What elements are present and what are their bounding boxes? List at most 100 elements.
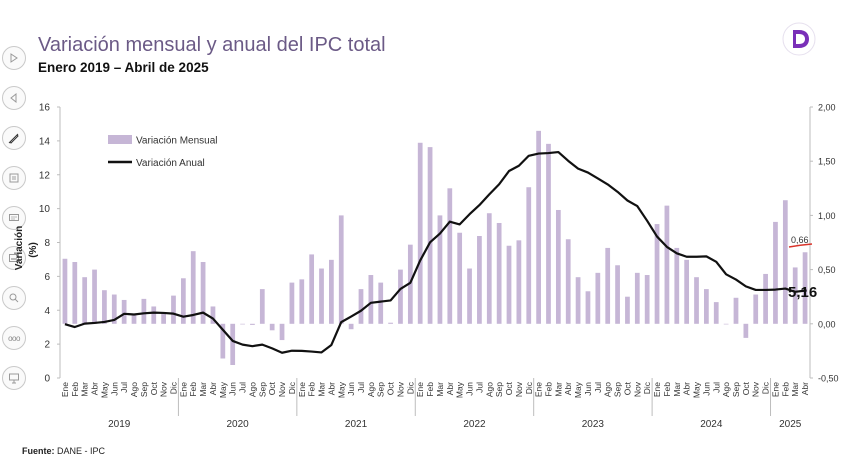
right-tick-label: 1,50	[818, 157, 836, 167]
legend: Variación Mensual Variación Anual	[108, 135, 218, 169]
month-label: Dic	[287, 381, 297, 394]
monthly-bar	[378, 282, 384, 324]
zoom-icon[interactable]	[2, 286, 26, 310]
month-label: Ene	[652, 382, 662, 397]
month-label: Oct	[386, 381, 396, 395]
month-label: Sep	[494, 382, 504, 397]
monthly-bar	[368, 275, 374, 324]
play-icon[interactable]	[2, 46, 26, 70]
year-label: 2021	[345, 419, 368, 430]
month-label: Abr	[208, 382, 218, 395]
month-label: Ago	[484, 382, 494, 397]
month-label: Ene	[534, 382, 544, 397]
monthly-bar	[555, 209, 561, 324]
month-label: Sep	[613, 382, 623, 397]
month-label: Abr	[563, 382, 573, 395]
monthly-bar	[190, 251, 196, 324]
month-label: Jul	[356, 382, 366, 393]
monthly-bar	[279, 323, 285, 341]
month-label: Feb	[70, 382, 80, 397]
month-label: Jun	[583, 382, 593, 396]
month-label: Abr	[326, 382, 336, 395]
month-label: Feb	[780, 382, 790, 397]
month-label: Mar	[317, 382, 327, 397]
screen-icon[interactable]	[2, 206, 26, 230]
monthly-bar	[338, 215, 344, 324]
month-label: Dic	[405, 381, 415, 394]
month-label: Abr	[682, 382, 692, 395]
monthly-bar	[536, 130, 541, 324]
source-label: Fuente:	[22, 446, 55, 456]
monthly-bar	[792, 267, 798, 324]
presenter-icon[interactable]	[2, 366, 26, 390]
month-label: Jul	[711, 382, 721, 393]
legend-bar-label: Variación Mensual	[136, 136, 218, 147]
month-label: Nov	[159, 381, 169, 397]
monthly-bar	[388, 322, 393, 324]
monthly-bar	[250, 323, 255, 325]
monthly-bar	[605, 247, 611, 324]
monthly-bar	[664, 205, 670, 324]
left-tick-label: 0	[44, 374, 50, 385]
month-label: Nov	[751, 381, 761, 397]
month-label: Oct	[504, 381, 514, 395]
month-label: Dic	[642, 381, 652, 394]
left-tick-label: 14	[39, 136, 51, 147]
monthly-bar	[447, 188, 453, 324]
legend-bar-swatch	[108, 135, 132, 144]
pen-icon[interactable]	[2, 126, 26, 150]
monthly-bar	[427, 147, 433, 324]
monthly-bar	[111, 294, 117, 324]
month-label: Jun	[109, 382, 119, 396]
back-icon[interactable]	[2, 86, 26, 110]
month-label: Nov	[514, 381, 524, 397]
month-label: Nov	[632, 381, 642, 397]
slides-icon[interactable]	[2, 166, 26, 190]
month-label: Dic	[168, 381, 178, 394]
monthly-bar	[634, 272, 640, 324]
month-label: Mar	[672, 382, 682, 397]
month-label: Mar	[198, 382, 208, 397]
month-label: Ago	[721, 382, 731, 397]
monthly-bar	[625, 296, 630, 324]
monthly-bar	[309, 254, 315, 324]
month-label: Jul	[593, 382, 603, 393]
month-label: Ago	[366, 382, 376, 397]
month-label: Nov	[277, 381, 287, 397]
month-label: May	[455, 381, 465, 398]
year-label: 2025	[779, 419, 802, 430]
year-label: 2023	[582, 419, 605, 430]
annotation-underline	[788, 243, 813, 248]
month-label: Sep	[376, 382, 386, 397]
monthly-bar	[713, 302, 719, 324]
more-icon[interactable]: ooo	[2, 326, 26, 350]
month-label: Nov	[395, 381, 405, 397]
monthly-bar	[763, 273, 768, 324]
monthly-bar	[240, 323, 245, 325]
left-tick-label: 12	[39, 170, 51, 181]
monthly-bar	[674, 247, 680, 324]
year-label: 2022	[463, 419, 486, 430]
month-label: Ene	[770, 382, 780, 397]
monthly-bar	[131, 314, 137, 324]
month-label: Jul	[238, 382, 248, 393]
month-label: Feb	[425, 382, 435, 397]
monthly-bar	[585, 291, 591, 324]
left-tick-label: 16	[39, 103, 51, 114]
monthly-bar	[121, 299, 127, 324]
monthly-bar	[151, 306, 157, 324]
monthly-bar	[230, 323, 236, 365]
monthly-bar	[210, 306, 216, 324]
right-tick-label: 1,00	[818, 211, 836, 221]
subtitles-icon[interactable]	[2, 246, 26, 270]
monthly-bar	[773, 221, 778, 324]
month-label: Mar	[80, 382, 90, 397]
monthly-bar	[486, 213, 492, 324]
monthly-bar	[329, 259, 334, 324]
month-label: Oct	[622, 381, 632, 395]
month-label: May	[573, 381, 583, 398]
month-label: Ene	[297, 382, 307, 397]
month-label: May	[692, 381, 702, 398]
annual-line	[64, 150, 806, 354]
right-tick-label: 0,00	[818, 319, 836, 329]
